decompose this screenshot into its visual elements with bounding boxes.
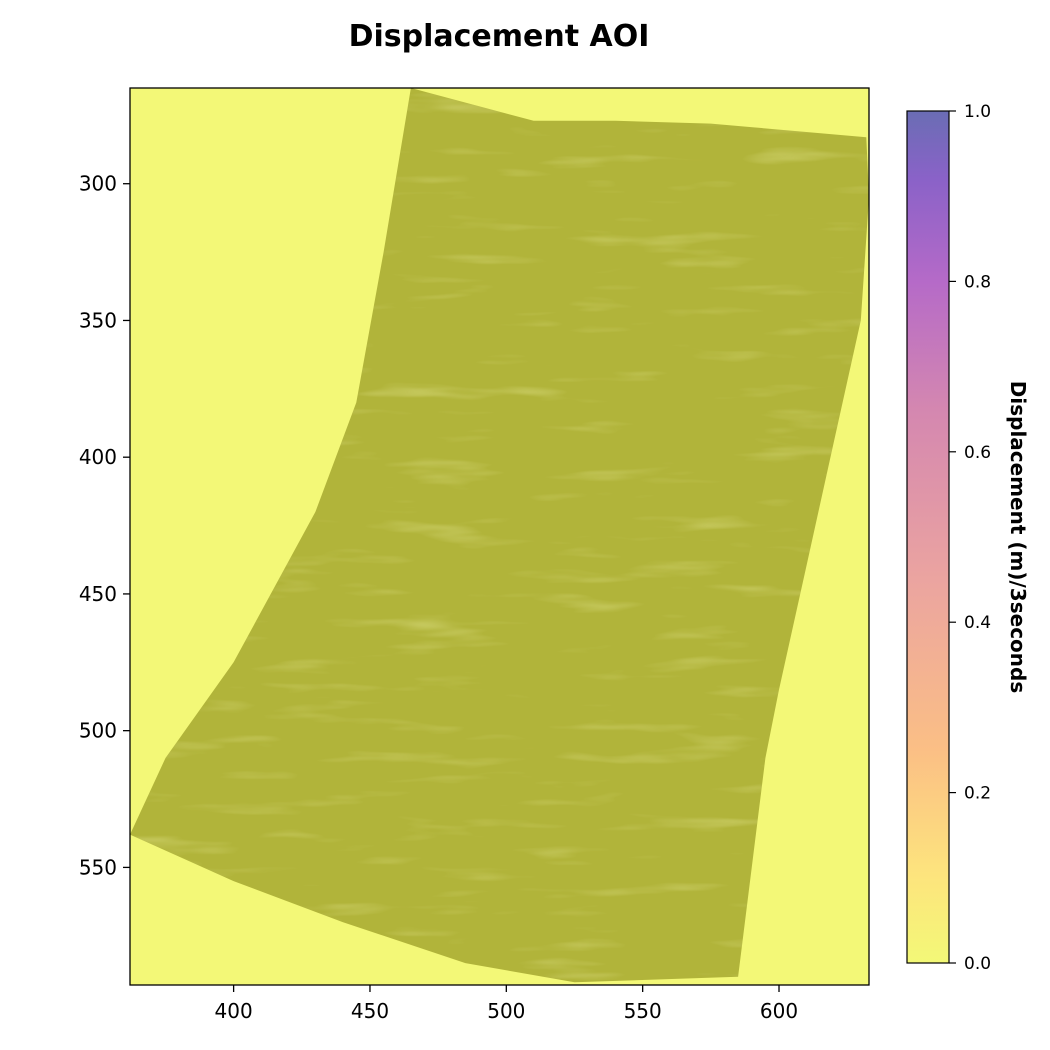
y-tick-label: 350 (79, 308, 117, 332)
plot-frame (129, 87, 870, 986)
y-tick-label: 400 (79, 445, 117, 469)
colorbar-gradient (906, 110, 950, 964)
colorbar-tick-label: 0.8 (964, 272, 991, 292)
y-tick-label: 300 (79, 172, 117, 196)
x-tick-label: 400 (215, 999, 253, 1023)
y-axis: 300 350 400 450 500 550 (79, 172, 130, 879)
colorbar-label: Displacement (m)/3seconds (1006, 381, 1030, 693)
colorbar-ticks: 0.0 0.2 0.4 0.6 0.8 1.0 (949, 102, 991, 974)
x-tick-label: 500 (487, 999, 525, 1023)
colorbar-tick-label: 0.2 (964, 784, 991, 804)
x-tick-label: 600 (760, 999, 798, 1023)
y-tick-label: 550 (79, 855, 117, 879)
chart-title: Displacement AOI (349, 19, 650, 54)
colorbar-tick-label: 0.0 (964, 954, 991, 974)
colorbar: 0.0 0.2 0.4 0.6 0.8 1.0 Displacement (m)/3sec… (906, 102, 1030, 974)
colorbar-tick-label: 0.4 (964, 613, 991, 633)
x-tick-label: 450 (351, 999, 389, 1023)
x-axis: 400 450 500 550 600 (215, 985, 798, 1023)
plot-area (130, 88, 869, 985)
x-tick-label: 550 (624, 999, 662, 1023)
y-tick-label: 500 (79, 719, 117, 743)
colorbar-tick-label: 0.6 (964, 443, 991, 463)
y-tick-label: 450 (79, 582, 117, 606)
colorbar-tick-label: 1.0 (964, 102, 991, 122)
terrain-streaks (130, 88, 869, 983)
